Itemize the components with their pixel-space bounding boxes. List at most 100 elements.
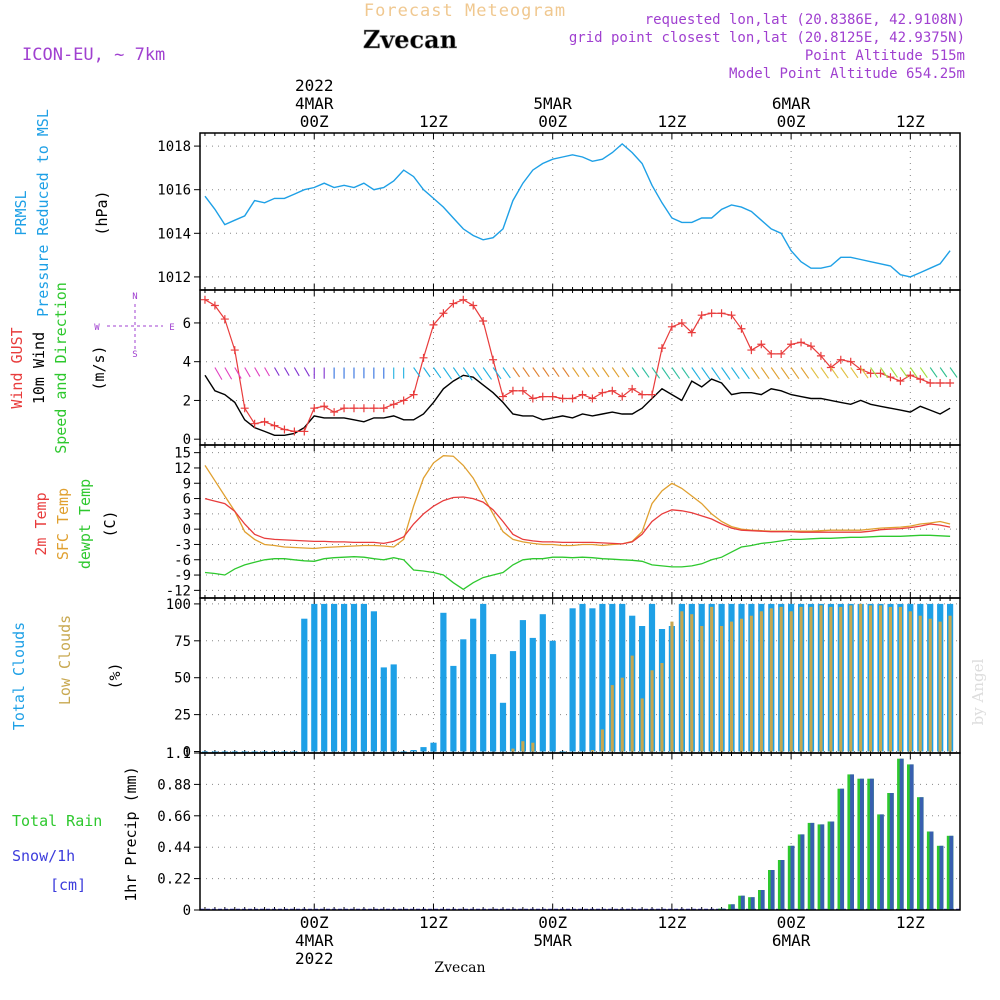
- top-time-label: 00Z: [777, 112, 806, 131]
- wind-gust-marker: [638, 390, 647, 399]
- snow-bar: [909, 764, 914, 910]
- total-cloud-bar: [410, 750, 417, 752]
- wind-ytick-label: 6: [183, 316, 191, 332]
- total-cloud-bar: [519, 620, 526, 752]
- total-clouds-label: Total Clouds: [10, 622, 28, 730]
- wind-direction-arrow: [264, 367, 270, 377]
- low-cloud-bar: [670, 621, 674, 752]
- total-cloud-bar: [450, 665, 457, 752]
- total-cloud-bar: [430, 742, 437, 752]
- wind-gust-marker: [667, 322, 676, 331]
- snow-bar: [790, 845, 795, 910]
- snow-bar: [810, 822, 815, 910]
- wind-gust-marker: [349, 404, 358, 413]
- wind-gust-marker: [618, 392, 627, 401]
- wind-direction-arrow: [522, 367, 530, 378]
- low-cloud-bar: [660, 663, 664, 752]
- low-cloud-bar: [859, 603, 863, 752]
- total-cloud-bar: [639, 626, 646, 752]
- wind-gust-marker: [737, 324, 746, 333]
- clouds-panel-labels: Total Clouds Low Clouds (%): [10, 615, 124, 730]
- temp-2m-line: [204, 496, 951, 545]
- wind-gust-marker: [359, 404, 368, 413]
- wind-gust-marker: [200, 295, 209, 304]
- low-cloud-bar: [730, 621, 734, 752]
- top-time-label: 4MAR: [295, 94, 334, 113]
- temperature-ytick-label: 3: [183, 507, 191, 523]
- wind-direction-arrow: [711, 367, 721, 381]
- wind-direction-arrow: [740, 367, 750, 380]
- wind-gust-marker: [677, 318, 686, 327]
- wind-gust-marker: [240, 404, 249, 413]
- total-cloud-bar: [321, 603, 328, 752]
- wind-gust-marker: [538, 392, 547, 401]
- total-cloud-bar: [440, 612, 447, 752]
- wind-ytick-label: 4: [183, 355, 191, 371]
- bottom-time-label: 12Z: [419, 913, 448, 932]
- wind-direction-arrow: [591, 367, 600, 378]
- wind-gust-marker: [419, 353, 428, 362]
- wind-gust-marker: [250, 419, 259, 428]
- wind-gust-marker: [747, 346, 756, 355]
- precip-ytick-label: 0.44: [157, 840, 191, 856]
- wind-gust-marker: [936, 379, 945, 387]
- total-cloud-bar: [311, 603, 318, 752]
- bottom-time-label: 6MAR: [772, 931, 811, 950]
- wind-direction-arrow: [721, 367, 731, 380]
- compass-south: S: [132, 350, 137, 360]
- low-cloud-bar: [829, 606, 833, 752]
- total-cloud-bar: [201, 751, 209, 753]
- temperature-ytick-label: -12: [166, 583, 191, 599]
- low-cloud-bar: [908, 611, 912, 752]
- snow-bar: [750, 897, 755, 910]
- clouds-ytick-label: 75: [174, 634, 191, 650]
- wind-direction-arrow: [492, 367, 502, 380]
- total-cloud-bar: [509, 651, 517, 752]
- temperature-ytick-label: -6: [174, 553, 191, 569]
- wind-direction-arrow: [810, 367, 820, 379]
- wind-gust-marker: [926, 379, 935, 387]
- wind-speed-dir-label: Speed and Direction: [52, 282, 70, 454]
- wind-gust-marker: [697, 311, 706, 320]
- wind-direction-arrow: [611, 367, 620, 378]
- wind-gust-marker: [896, 377, 905, 386]
- wind-gust-marker: [717, 309, 726, 318]
- chart-top-title: Forecast Meteogram: [364, 1, 566, 21]
- total-cloud-bar: [599, 603, 606, 752]
- pressure-panel-labels: PRMSL Pressure Reduced to MSL (hPa): [12, 109, 111, 317]
- clouds-ytick-label: 0: [183, 745, 191, 761]
- top-time-label: 00Z: [538, 112, 567, 131]
- wind-gust-marker: [528, 394, 537, 403]
- top-time-label: 6MAR: [772, 94, 811, 113]
- precip-ytick-label: 0.22: [157, 872, 191, 888]
- snow-bar: [820, 824, 825, 910]
- total-cloud-bar: [271, 751, 278, 753]
- wind-gust-marker: [459, 295, 468, 304]
- gridpoint-lonlat: grid point closest lon,lat (20.8125E, 42…: [569, 30, 965, 46]
- wind-direction-arrow: [532, 367, 540, 378]
- wind-gust-marker: [499, 392, 508, 401]
- wind-gust-marker: [548, 392, 557, 401]
- precip-ytick-label: 0: [183, 903, 191, 919]
- total-cloud-bar: [529, 637, 536, 752]
- wind-direction-arrow: [641, 367, 650, 378]
- compass-north: N: [132, 292, 137, 302]
- pressure-ytick-label: 1014: [157, 226, 191, 242]
- wind-direction-arrow: [442, 367, 452, 380]
- wind-gust-marker: [369, 404, 378, 413]
- wind-direction-arrow: [433, 367, 442, 379]
- wind-direction-arrow: [601, 367, 610, 378]
- compass-rose-icon: N S W E: [94, 292, 174, 360]
- wind-gust-marker: [290, 427, 299, 436]
- wind-gust-marker: [489, 355, 498, 364]
- total-cloud-bar: [390, 664, 397, 752]
- low-cloud-bar: [630, 655, 634, 752]
- wind-direction-arrow: [899, 367, 908, 378]
- precip-ytick-label: 0.88: [157, 777, 191, 793]
- wind-gust-marker: [469, 301, 478, 310]
- temp-2m-label: 2m Temp: [32, 492, 50, 555]
- wind-direction-arrow: [919, 367, 928, 378]
- wind-direction-arrow: [860, 367, 869, 379]
- wind-direction-arrow: [840, 367, 849, 379]
